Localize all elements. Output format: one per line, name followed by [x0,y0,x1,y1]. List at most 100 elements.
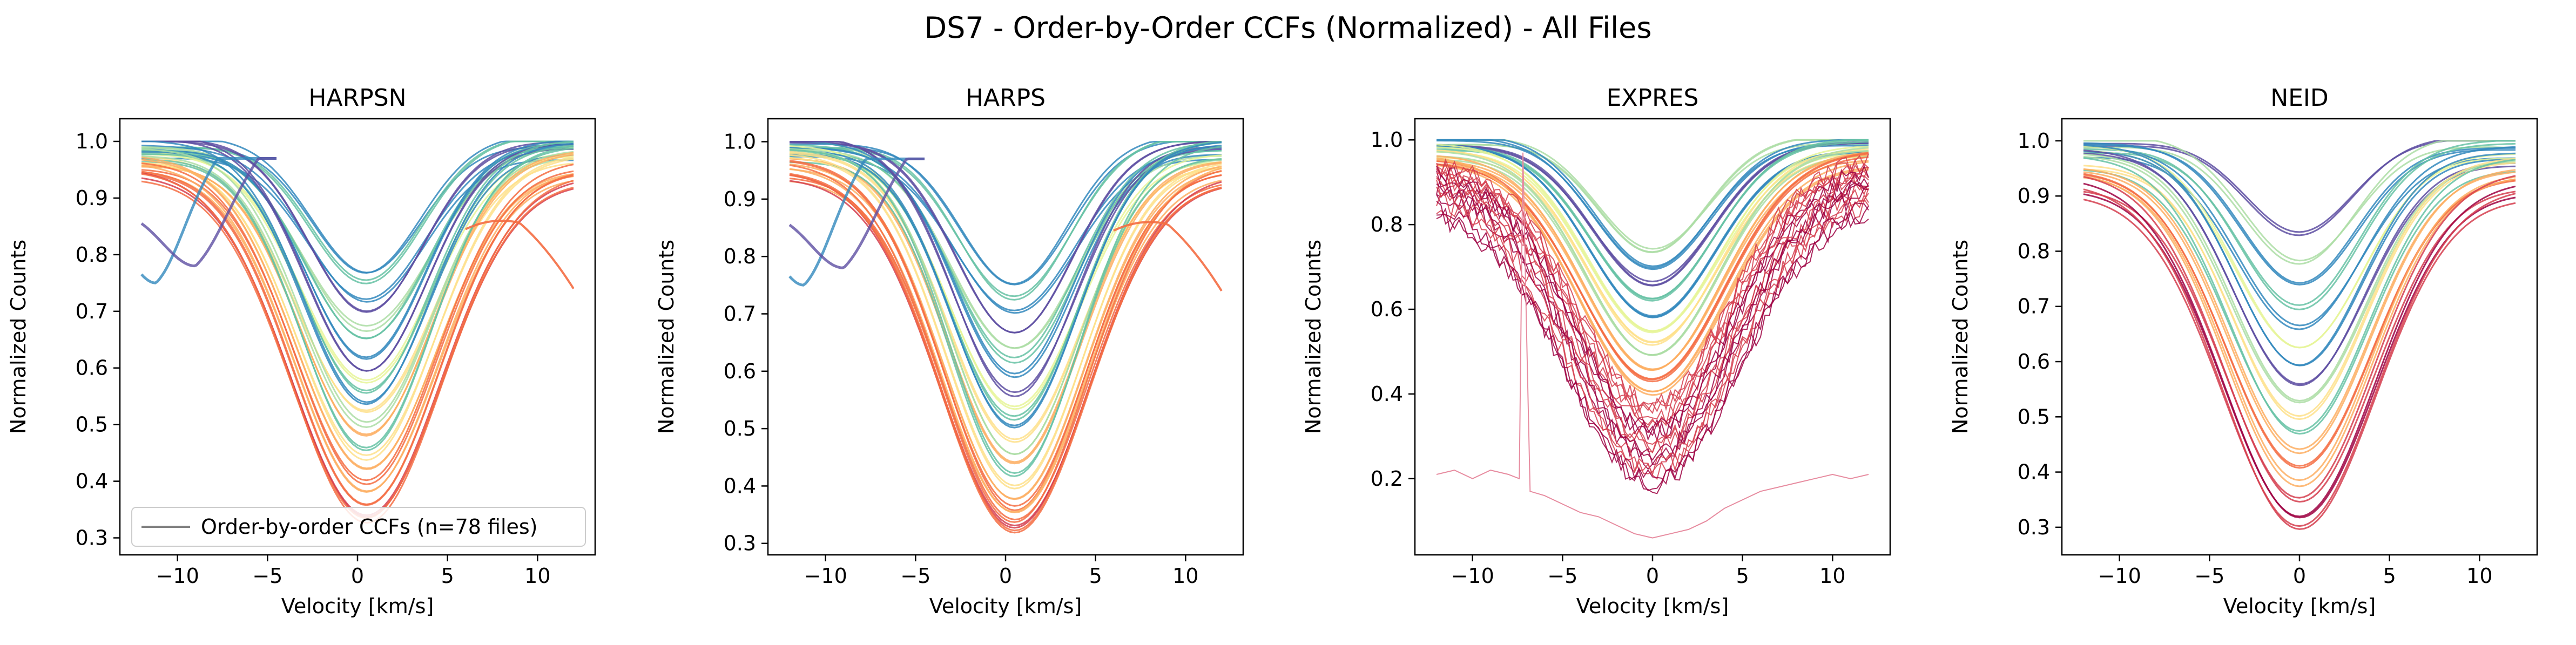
ccf-line [1436,202,1869,485]
ccf-line [2083,176,2516,481]
series-group [140,140,575,524]
x-tick-label: −10 [804,564,847,588]
y-axis-label: Normalized Counts [6,240,30,434]
y-tick-label: 0.9 [724,187,756,211]
x-tick-label: −5 [2194,564,2224,588]
ccf-line [789,149,1222,474]
y-tick-label: 0.7 [724,302,756,325]
y-tick-label: 0.7 [2018,295,2050,318]
ccf-line [2083,146,2516,330]
ccf-line [1436,185,1869,461]
y-tick-label: 0.8 [1371,213,1403,236]
y-tick-label: 1.0 [724,130,756,154]
ccf-line [789,141,1222,359]
legend-box [131,507,586,547]
y-tick-label: 0.5 [76,413,108,437]
y-tick-label: 0.6 [724,359,756,383]
y-tick-label: 0.6 [2018,350,2050,374]
ccf-line [1436,158,1869,412]
y-tick-label: 1.0 [1371,128,1403,152]
ccf-line [789,152,1222,443]
ccf-line [788,157,925,269]
ccf-line [1436,170,1869,443]
ccf-line [2083,159,2516,432]
ccf-line [1436,166,1869,441]
series-group [788,141,1223,534]
y-axis-label: Normalized Counts [1948,240,1972,434]
panel-title: EXPRES [1607,84,1699,112]
x-tick-label: 10 [1819,564,1845,588]
x-tick-label: 0 [1646,564,1659,588]
series-group [1436,139,1869,539]
chart-panel-1: −10 −5 0 5 10 0.3 0.4 0.5 0.6 0.7 0.8 0.9 1.0 HARPS Ve… [655,84,1244,618]
x-tick-label: 0 [351,564,364,588]
y-tick-label: 1.0 [2018,129,2050,153]
chart-panel-3: −10 −5 0 5 10 0.3 0.4 0.5 0.6 0.7 0.8 0.9 1.0 NEID Vel… [1948,84,2538,618]
ccf-line [141,140,574,372]
y-tick-label: 0.3 [724,532,756,555]
panel-title: NEID [2270,84,2329,112]
ccf-line [141,142,574,360]
x-tick-label: 5 [1736,564,1749,588]
ccf-line [1436,162,1869,425]
y-tick-label: 0.5 [724,417,756,440]
ccf-line [1436,151,1869,356]
ccf-line [1113,221,1223,291]
ccf-line [1436,145,1869,334]
ccf-line [789,154,1222,487]
ccf-line [1436,192,1869,474]
y-tick-label: 0.2 [1371,467,1403,491]
ccf-line [1436,151,1869,371]
y-tick-label: 1.0 [76,130,108,153]
x-tick-label: −10 [156,564,199,588]
panel-title: HARPSN [308,84,406,112]
x-tick-label: −10 [1451,564,1494,588]
ccf-line [2083,175,2516,503]
ccf-line [789,164,1222,521]
ccf-line [789,146,1222,349]
ccf-line [2083,158,2516,417]
ccf-line [141,140,574,313]
y-tick-label: 0.3 [2018,515,2050,539]
ccf-line [2083,173,2516,469]
ccf-line [1436,164,1869,437]
ccf-line [2083,150,2516,366]
x-tick-label: 5 [1089,564,1102,588]
y-tick-label: 0.4 [1371,382,1403,406]
ccf-line [789,180,1222,529]
y-tick-label: 0.9 [2018,184,2050,208]
ccf-line [140,157,277,284]
ccf-line [2083,157,2516,435]
x-tick-label: 10 [2466,564,2492,588]
ccf-line [465,219,575,289]
x-tick-label: −5 [900,564,930,588]
legend-label: Order-by-order CCFs (n=78 files) [201,515,538,539]
x-tick-label: −5 [1547,564,1577,588]
x-tick-label: 0 [999,564,1012,588]
x-tick-label: −5 [252,564,282,588]
y-tick-label: 0.4 [2018,460,2050,484]
ccf-line [2083,193,2516,527]
ccf-line [789,147,1222,375]
ccf-line [141,140,574,403]
y-tick-label: 0.7 [76,300,108,323]
x-axis-label: Velocity [km/s] [281,594,434,618]
x-axis-label: Velocity [km/s] [2223,594,2376,618]
x-tick-label: 5 [441,564,454,588]
ccf-line [1436,149,1869,343]
ccf-line [1436,146,1869,332]
x-axis-label: Velocity [km/s] [929,594,1082,618]
y-axis-label: Normalized Counts [655,240,678,434]
y-tick-label: 0.8 [2018,239,2050,263]
ccf-line [789,157,1222,490]
ccf-line [2083,175,2516,499]
x-tick-label: 10 [524,564,550,588]
ccf-line [1436,156,1869,383]
ccf-line [789,141,1222,286]
ccf-line [1437,139,1869,269]
x-tick-label: 0 [2293,564,2306,588]
ccf-line [141,140,574,358]
ccf-line [1436,159,1869,392]
